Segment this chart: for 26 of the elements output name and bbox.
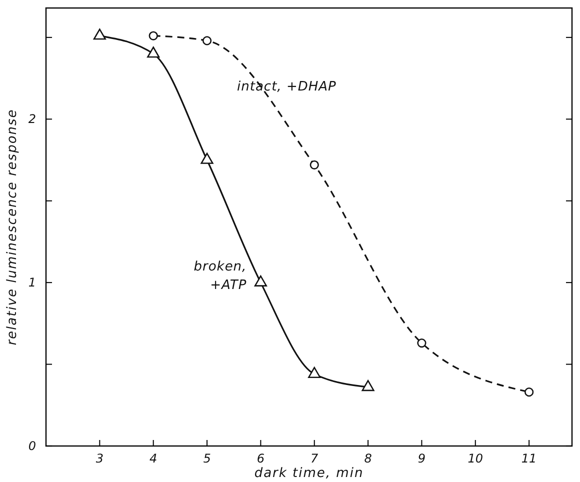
series-label: intact, +DHAP [237, 80, 336, 95]
point [147, 46, 160, 58]
point [93, 28, 106, 40]
x-tick-label: 7 [310, 452, 319, 466]
point [148, 31, 158, 40]
x-tick-label: 10 [468, 452, 484, 466]
point [254, 275, 267, 286]
y-tick-label: 1 [28, 275, 36, 290]
x-tick-label: 4 [150, 452, 158, 466]
x-tick-label: 9 [418, 452, 426, 466]
x-tick-label: 5 [203, 452, 211, 466]
x-tick-label: 3 [96, 452, 104, 466]
x-axis-title: dark time, min [254, 466, 364, 481]
x-tick-label: 8 [364, 452, 372, 466]
x-tick-label: 11 [521, 452, 537, 466]
point [200, 152, 214, 164]
point [310, 160, 319, 170]
x-tick-label: 6 [256, 452, 265, 466]
y-tick-label: 0 [28, 438, 36, 453]
point [308, 366, 321, 378]
point [417, 338, 426, 348]
point [202, 36, 212, 46]
y-axis-title: relative luminescence response [5, 108, 20, 346]
point [362, 380, 374, 392]
series-label: broken, +ATP [194, 260, 247, 293]
y-tick-label: 2 [28, 112, 36, 126]
